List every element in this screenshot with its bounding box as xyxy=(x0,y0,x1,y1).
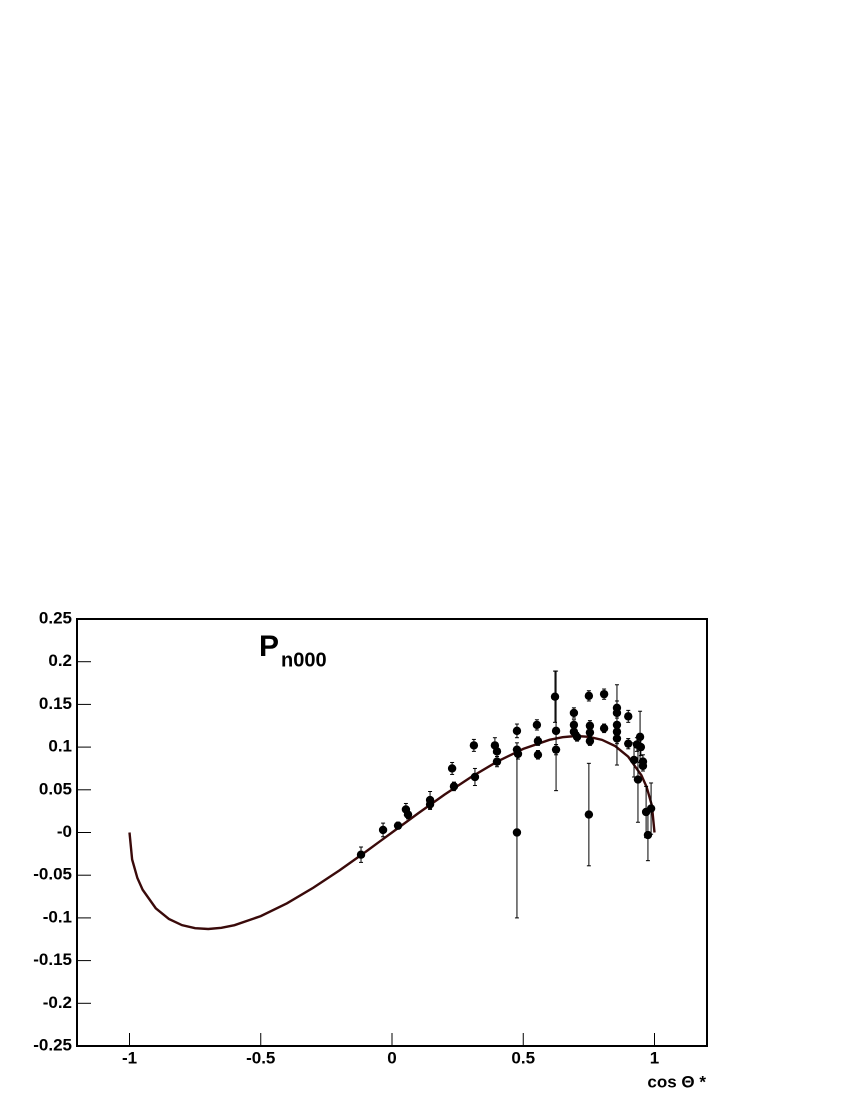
y-tick-label: 0.05 xyxy=(39,779,72,798)
x-tick-label: 0.5 xyxy=(511,1048,535,1067)
data-point xyxy=(635,732,645,742)
data-point xyxy=(569,720,579,730)
data-point xyxy=(612,720,622,730)
data-point xyxy=(599,689,609,699)
data-point xyxy=(572,732,582,742)
data-point xyxy=(533,750,543,759)
x-tick-label: -0.5 xyxy=(246,1048,275,1067)
data-point xyxy=(612,727,622,736)
data-point xyxy=(449,782,459,791)
data-point xyxy=(533,736,543,746)
data-point xyxy=(585,721,595,730)
data-point xyxy=(585,736,595,746)
data-point xyxy=(584,810,594,819)
data-point xyxy=(636,742,646,752)
data-point xyxy=(512,828,522,837)
data-point xyxy=(624,712,633,721)
data-point xyxy=(599,724,609,733)
data-point xyxy=(469,741,479,750)
y-tick-label: -0.25 xyxy=(33,1035,72,1054)
data-point xyxy=(492,757,502,766)
data-point xyxy=(569,708,579,718)
y-tick-label: -0.2 xyxy=(43,993,72,1012)
data-point xyxy=(532,720,542,730)
y-tick-label: 0.1 xyxy=(48,737,72,756)
data-point xyxy=(551,726,561,736)
data-point xyxy=(513,749,523,759)
data-point xyxy=(638,761,648,771)
y-tick-label: 0.2 xyxy=(48,651,72,670)
x-tick-label: 0 xyxy=(387,1048,396,1067)
data-point xyxy=(584,691,594,701)
data-point xyxy=(643,830,653,840)
annotation: P xyxy=(259,630,279,663)
y-tick-label: 0.15 xyxy=(39,694,72,713)
data-point xyxy=(512,726,522,736)
data-point xyxy=(612,734,622,743)
y-tick-label: -0.1 xyxy=(43,907,72,926)
data-point xyxy=(551,745,561,754)
annotation-subscript: n000 xyxy=(281,649,327,671)
y-tick-label: 0.25 xyxy=(39,608,72,627)
data-point xyxy=(633,775,643,784)
data-point xyxy=(447,764,457,773)
data-point xyxy=(629,755,639,765)
data-point xyxy=(550,692,560,701)
data-point xyxy=(585,728,595,737)
data-point xyxy=(378,825,388,835)
x-axis-label: cos Θ * xyxy=(647,1072,706,1091)
data-point xyxy=(393,821,403,830)
data-point xyxy=(470,772,480,782)
data-point xyxy=(492,747,502,756)
data-point xyxy=(624,739,633,748)
x-tick-label: -1 xyxy=(122,1048,137,1067)
data-point xyxy=(425,800,435,809)
y-tick-label: -0.15 xyxy=(33,950,72,969)
y-tick-label: -0 xyxy=(57,822,72,841)
data-point xyxy=(356,850,366,859)
y-tick-label: -0.05 xyxy=(33,865,72,884)
fit-curve xyxy=(128,734,656,931)
data-point xyxy=(403,810,413,819)
data-point xyxy=(646,804,656,813)
x-tick-label: 1 xyxy=(650,1048,659,1067)
